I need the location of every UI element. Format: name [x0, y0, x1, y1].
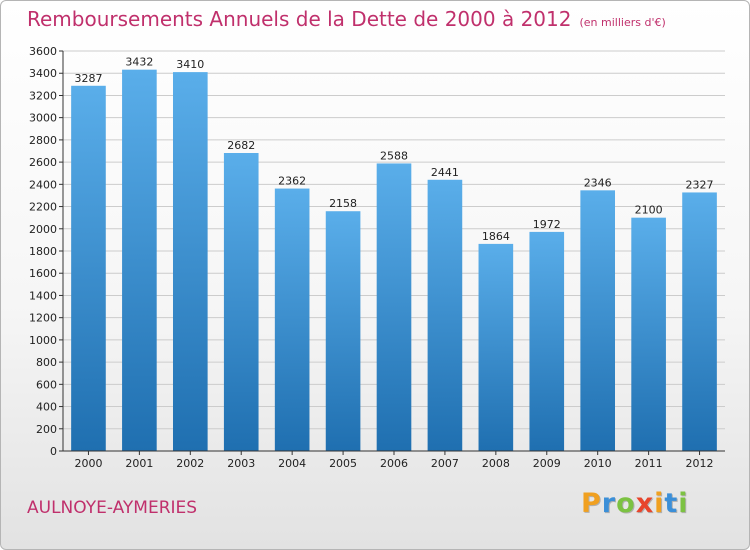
bar: [682, 192, 717, 451]
bar-value-label: 2158: [329, 197, 357, 210]
bar: [223, 153, 259, 451]
bar-value-label: 1972: [533, 218, 561, 231]
logo-letter: i: [654, 488, 665, 519]
logo-letter: r: [601, 488, 617, 519]
y-tick-label: 1800: [29, 245, 57, 258]
bar-value-label: 2682: [227, 139, 255, 152]
bar-value-label: 3410: [176, 58, 204, 71]
x-tick-label: 2008: [482, 457, 510, 470]
logo-letter: x: [635, 488, 655, 519]
bars: [71, 69, 717, 452]
proxiti-logo: Proxiti: [581, 488, 689, 519]
x-tick-label: 2010: [584, 457, 612, 470]
y-tick-label: 3400: [29, 67, 57, 80]
x-tick-label: 2012: [686, 457, 714, 470]
logo-letter: P: [581, 488, 602, 519]
labels: 0 200 400 600 800 1000 1200 1400 1600 1800 2000 220…: [29, 45, 714, 470]
y-tick-label: 2000: [29, 223, 57, 236]
x-tick-label: 2005: [329, 457, 357, 470]
x-tick-label: 2001: [125, 457, 153, 470]
y-tick-label: 600: [36, 378, 57, 391]
y-tick-label: 200: [36, 423, 57, 436]
y-tick-label: 0: [50, 445, 57, 458]
bar-value-label: 3432: [125, 56, 153, 69]
logo-letter: i: [678, 488, 689, 519]
bar-value-label: 2346: [584, 176, 612, 189]
y-tick-label: 2800: [29, 134, 57, 147]
bar: [172, 72, 208, 451]
bar-value-label: 2100: [635, 204, 663, 217]
y-tick-label: 1000: [29, 334, 57, 347]
y-tick-label: 3200: [29, 89, 57, 102]
y-tick-label: 2400: [29, 178, 57, 191]
bar-value-label: 2362: [278, 175, 306, 188]
bar: [580, 190, 616, 452]
bar-value-label: 3287: [74, 72, 102, 85]
bar: [478, 243, 514, 451]
y-tick-label: 1600: [29, 267, 57, 280]
y-tick-label: 1400: [29, 289, 57, 302]
bar-value-label: 2327: [686, 178, 714, 191]
x-tick-label: 2004: [278, 457, 306, 470]
bar: [122, 69, 157, 452]
y-tick-label: 800: [36, 356, 57, 369]
logo-letter: t: [664, 488, 679, 519]
bar-value-label: 2441: [431, 166, 459, 179]
bar: [274, 188, 310, 452]
y-tick-label: 3000: [29, 112, 57, 125]
place-name: AULNOYE-AYMERIES: [27, 498, 198, 518]
y-tick-label: 1200: [29, 312, 57, 325]
y-tick-label: 3600: [29, 45, 57, 58]
bar: [71, 85, 106, 452]
x-tick-label: 2003: [227, 457, 255, 470]
x-tick-label: 2007: [431, 457, 459, 470]
bar: [376, 163, 412, 451]
x-tick-label: 2011: [635, 457, 663, 470]
bar: [529, 231, 565, 451]
chart-title-text: Remboursements Annuels de la Dette de 20…: [27, 7, 572, 31]
axes: [59, 50, 725, 455]
y-tick-label: 2600: [29, 156, 57, 169]
logo-letter: o: [616, 488, 636, 519]
bar-value-label: 2588: [380, 149, 408, 162]
y-tick-label: 2200: [29, 201, 57, 214]
x-tick-label: 2002: [176, 457, 204, 470]
x-tick-label: 2000: [74, 457, 102, 470]
bar: [631, 217, 666, 451]
chart-unit-note: (en milliers d'€): [579, 16, 666, 29]
x-tick-label: 2009: [533, 457, 561, 470]
bar: [325, 211, 361, 451]
y-tick-label: 400: [36, 401, 57, 414]
bar: [427, 179, 463, 451]
chart-title: Remboursements Annuels de la Dette de 20…: [27, 7, 666, 31]
bar-value-label: 1864: [482, 230, 510, 243]
x-tick-label: 2006: [380, 457, 408, 470]
